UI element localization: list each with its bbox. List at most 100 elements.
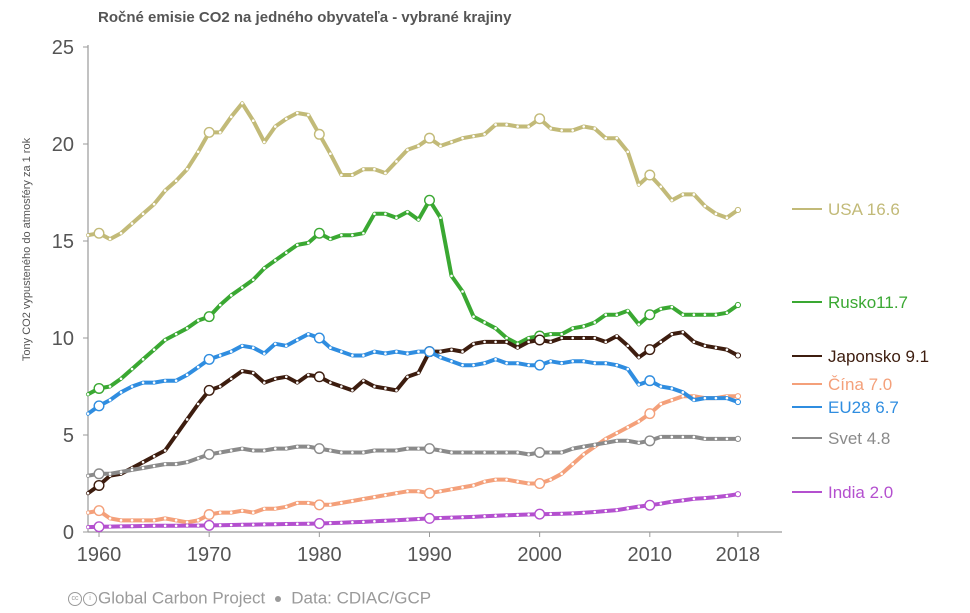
data-point	[273, 342, 277, 346]
data-point	[417, 447, 420, 450]
data-point	[604, 437, 608, 441]
data-point	[626, 425, 630, 429]
data-point	[472, 315, 475, 318]
data-point	[615, 431, 619, 435]
data-point-highlight	[203, 519, 215, 531]
data-point	[185, 327, 189, 330]
data-point	[329, 503, 332, 507]
data-point	[163, 189, 167, 192]
x-tick-label: 1990	[407, 544, 452, 566]
data-point	[527, 513, 530, 516]
data-point	[494, 451, 497, 454]
data-point	[505, 451, 508, 454]
data-point	[549, 512, 552, 516]
data-point	[141, 466, 145, 470]
data-point-highlight	[644, 499, 656, 511]
data-point	[439, 216, 442, 220]
creative-commons-icon: cc	[68, 591, 82, 606]
data-point	[692, 497, 696, 501]
data-point	[119, 377, 123, 381]
data-point-highlight	[423, 512, 435, 524]
data-point	[395, 160, 398, 163]
data-point-highlight	[203, 448, 215, 460]
data-point-highlight	[644, 309, 656, 321]
data-point	[637, 441, 641, 445]
data-point	[703, 204, 707, 208]
data-point	[307, 332, 310, 336]
data-point	[571, 327, 574, 330]
series-line-Rusko	[86, 198, 740, 397]
data-point-highlight	[313, 517, 325, 529]
data-point-highlight	[534, 113, 546, 125]
data-point	[196, 519, 200, 522]
data-point	[296, 111, 299, 115]
data-point	[251, 346, 255, 350]
data-point	[185, 373, 189, 377]
data-point-highlight	[423, 194, 435, 206]
data-point	[196, 402, 200, 406]
data-point	[395, 518, 398, 522]
data-point	[163, 379, 167, 382]
data-point-highlight	[313, 443, 325, 455]
data-point	[516, 361, 519, 365]
data-point	[163, 462, 167, 466]
data-point	[152, 202, 156, 206]
data-point	[373, 167, 376, 171]
data-point	[141, 524, 145, 528]
data-point	[439, 350, 442, 353]
data-point	[296, 381, 299, 384]
data-point	[670, 387, 674, 390]
data-point	[395, 350, 398, 353]
data-point	[229, 449, 233, 452]
data-point	[439, 356, 442, 359]
data-point	[262, 140, 266, 144]
data-point	[637, 323, 641, 326]
data-point	[384, 212, 387, 216]
data-point	[714, 313, 718, 317]
data-point	[472, 451, 475, 454]
data-point-end	[734, 301, 742, 309]
series-end-label: USA 16.6	[828, 200, 900, 219]
data-point	[395, 491, 398, 495]
series-end-label: India 2.0	[828, 483, 893, 502]
data-point	[296, 522, 299, 526]
y-tick-label: 25	[52, 37, 74, 59]
data-point	[505, 361, 508, 365]
data-point	[626, 367, 630, 371]
data-point	[527, 125, 530, 128]
data-point	[373, 449, 376, 452]
data-point	[152, 519, 156, 522]
data-point	[450, 451, 453, 454]
data-point	[406, 210, 409, 214]
series-end-label: Rusko11.7	[828, 293, 908, 312]
data-point-highlight	[423, 487, 435, 499]
data-point	[373, 495, 376, 499]
data-point	[229, 511, 233, 514]
data-point	[670, 435, 674, 439]
footer-data-source: Data: CDIAC/GCP	[291, 588, 432, 608]
data-point	[174, 332, 178, 336]
data-point	[571, 462, 574, 466]
data-point-highlight	[313, 371, 325, 383]
data-point	[516, 513, 519, 517]
data-point	[483, 361, 486, 365]
data-point	[185, 524, 189, 527]
data-point	[439, 144, 442, 148]
data-point	[108, 385, 112, 388]
data-point	[560, 336, 563, 340]
data-point	[560, 129, 563, 132]
data-point	[174, 433, 178, 437]
data-point	[284, 447, 288, 450]
data-point	[373, 385, 376, 388]
data-point	[284, 522, 288, 526]
data-point	[229, 377, 233, 381]
data-point	[703, 313, 707, 317]
data-point	[340, 451, 343, 454]
data-point	[384, 449, 387, 452]
data-point-highlight	[93, 505, 105, 517]
data-point	[218, 523, 222, 527]
data-point	[549, 451, 552, 454]
data-point	[284, 375, 288, 379]
data-point	[571, 336, 574, 340]
